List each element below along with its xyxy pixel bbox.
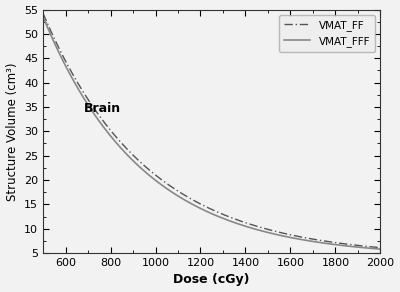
VMAT_FFF (266, 231, 271, 234)
VMAT_FFF (240, 223, 244, 227)
VMAT_FF (240, 220, 244, 223)
VMAT_FF (295, 234, 300, 238)
VMAT_FFF (100, 124, 105, 128)
Legend: VMAT_FF, VMAT_FFF: VMAT_FF, VMAT_FFF (279, 15, 375, 52)
VMAT_FF (378, 246, 383, 249)
VMAT_FF (100, 119, 105, 122)
VMAT_FFF (41, 15, 46, 19)
VMAT_FFF (128, 156, 132, 159)
VMAT_FF (193, 200, 198, 203)
VMAT_FF (266, 228, 271, 231)
Y-axis label: Structure Volume (cm³): Structure Volume (cm³) (6, 62, 18, 201)
Line: VMAT_FFF: VMAT_FFF (43, 17, 380, 249)
Line: VMAT_FF: VMAT_FF (43, 13, 380, 248)
VMAT_FFF (295, 237, 300, 241)
VMAT_FF (41, 12, 46, 15)
VMAT_FFF (378, 247, 383, 251)
X-axis label: Dose (cGy): Dose (cGy) (174, 273, 250, 286)
VMAT_FFF (193, 204, 198, 208)
Text: Brain: Brain (84, 102, 121, 115)
VMAT_FF (128, 150, 132, 154)
